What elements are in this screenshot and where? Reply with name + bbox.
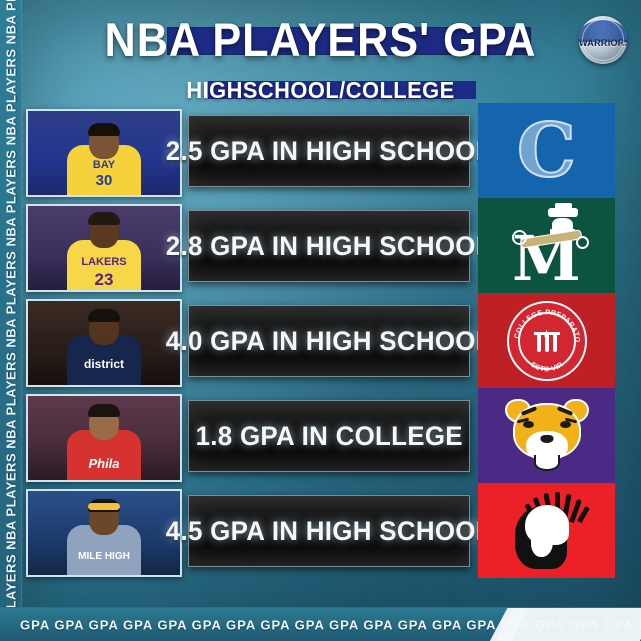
warriors-logo-icon: WARRIORS [579,16,627,64]
chaminade-seal-icon: CHAMINADE COLLEGE PREPARATORY SCHOOL EST… [506,300,587,381]
jersey-text: MILE HIGH [78,551,130,562]
tiger-head-icon [501,397,593,475]
fighter-hat [547,207,578,217]
tiger-eye-left [522,420,534,428]
subtitle-group: HIGHSCHOOL/COLLEGE [0,76,641,106]
fighter-fist-left [511,229,527,245]
gpa-text: 4.5 GPA IN HIGH SCHOOL [165,515,493,546]
seal-crest: ★ [531,325,563,357]
page-subtitle: HIGHSCHOOL/COLLEGE [186,77,455,103]
gpa-row: LAKERS 23 2.8 GPA IN HIGH SCHOOL M [0,198,641,293]
gpa-text: 1.8 GPA IN COLLEGE [195,420,463,451]
gpa-row: Phila 1.8 GPA IN COLLEGE [0,388,641,483]
player-jersey: LAKERS 23 [67,240,141,290]
irish-fighter-m-icon: M [488,202,606,290]
tiger-chin [533,454,560,471]
player-hair [88,404,120,417]
jersey-text: Phila [88,456,120,471]
bottom-ticker: GPA GPA GPA GPA GPA GPA GPA GPA GPA GPA … [0,607,641,641]
gpa-plaque: 1.8 GPA IN COLLEGE [188,400,470,472]
gpa-rows-list: BAY 30 2.5 GPA IN HIGH SCHOOL C LAKERS 2… [0,103,641,578]
title-banner-bar [168,28,530,54]
tiger-eye-right [559,420,571,428]
player-photo: district [26,299,182,387]
player-photo: MILE HIGH [26,489,182,577]
gpa-row: MILE HIGH 4.5 GPA IN HIGH SCHOOL [0,483,641,578]
fighter-fist-right [575,235,589,249]
gpa-text: 2.5 GPA IN HIGH SCHOOL [165,135,493,166]
gpa-plaque: 2.8 GPA IN HIGH SCHOOL [166,210,492,282]
gpa-row: BAY 30 2.5 GPA IN HIGH SCHOOL C [0,103,641,198]
crest-pillar [536,333,541,352]
bottom-ticker-text: GPA GPA GPA GPA GPA GPA GPA GPA GPA GPA … [20,617,641,632]
subtitle-banner-bar [208,81,476,99]
trojan-cheek-guard [530,526,553,557]
school-logo-cell [478,483,615,578]
gpa-plaque: 2.5 GPA IN HIGH SCHOOL [166,115,492,187]
player-photo: LAKERS 23 [26,204,182,292]
gpa-plaque: 4.0 GPA IN HIGH SCHOOL [166,305,492,377]
trojan-helmet-icon [503,491,591,571]
gpa-row: district 4.0 GPA IN HIGH SCHOOL CH [0,293,641,388]
jersey-number: 30 [95,172,113,189]
player-photo: Phila [26,394,182,482]
school-logo-cell: CHAMINADE COLLEGE PREPARATORY SCHOOL EST… [478,293,615,388]
player-photo: BAY 30 [26,109,182,197]
jersey-text: BAY [92,159,116,171]
gpa-text: 2.8 GPA IN HIGH SCHOOL [165,230,493,261]
fighter-hat-top [554,202,572,211]
crest-pillar [552,333,557,352]
player-jersey: Phila [67,430,141,480]
header: NBA PLAYERS' GPA [0,10,641,72]
left-ticker-text: NBA PLAYERS NBA PLAYERS NBA PLAYERS NBA … [3,0,18,641]
player-hair [88,212,120,225]
jersey-text: district [83,357,124,371]
school-logo-cell [478,388,615,483]
left-ticker: NBA PLAYERS NBA PLAYERS NBA PLAYERS NBA … [0,0,22,641]
gpa-plaque: 4.5 GPA IN HIGH SCHOOL [166,495,492,567]
page-title: NBA PLAYERS' GPA [104,13,537,66]
seal-inner-ring [517,311,576,370]
school-logo-cell: M [478,198,615,293]
player-hair [88,309,120,322]
crest-bar [533,331,560,335]
old-english-c-icon: C [516,107,577,194]
crest-pillar [544,333,549,352]
player-hair [88,123,120,136]
fighter-figure [510,202,589,260]
jersey-number: 23 [94,270,114,289]
player-headband [88,503,120,510]
school-logo-cell: C [478,103,615,198]
tiger-nose [540,434,553,443]
logo-ring [582,19,624,61]
jersey-text: LAKERS [81,256,127,268]
gpa-text: 4.0 GPA IN HIGH SCHOOL [165,325,493,356]
